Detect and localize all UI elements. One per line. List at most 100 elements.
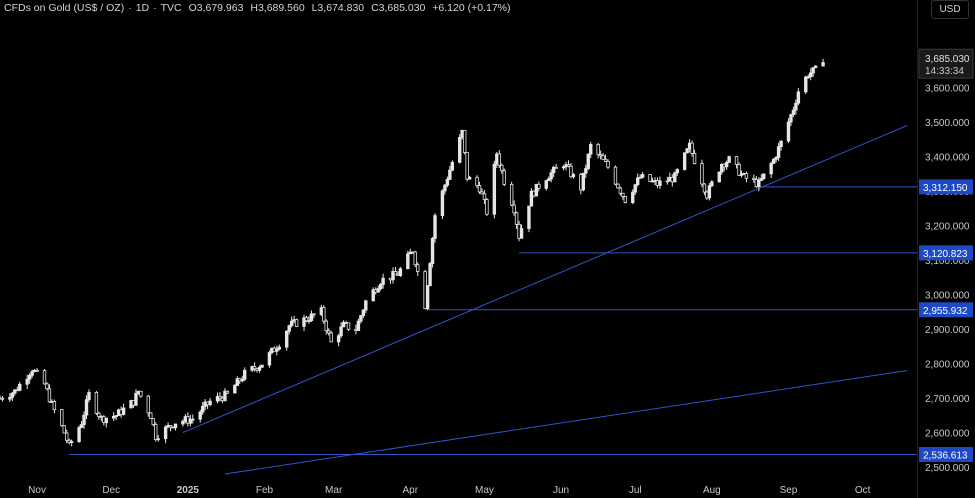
candle-bullish <box>707 185 712 199</box>
candle-bullish <box>69 441 74 444</box>
candle-bullish <box>640 174 645 178</box>
candle-bearish <box>149 412 153 420</box>
candle-bullish <box>277 346 282 350</box>
candle-bullish <box>111 415 116 419</box>
candle-bullish <box>18 383 22 391</box>
candle-bullish <box>534 183 539 197</box>
candle-bullish <box>724 162 729 168</box>
candle-bullish <box>336 335 341 343</box>
candle-bullish <box>235 378 239 386</box>
candle-bullish <box>198 411 202 420</box>
candle-bearish <box>252 366 257 370</box>
close-value: C3,685.030 <box>371 2 426 14</box>
candle-bullish <box>223 390 227 402</box>
candle-bullish <box>27 374 32 380</box>
candle-bearish <box>514 212 519 225</box>
candle-bearish <box>623 196 628 203</box>
candle-bullish <box>82 414 86 426</box>
candle-bullish <box>257 366 262 371</box>
candle-bearish <box>512 204 516 214</box>
currency-button[interactable]: USD <box>931 0 969 19</box>
candle-bearish <box>621 192 625 197</box>
x-tick-label: Nov <box>28 485 46 496</box>
candle-bearish <box>465 152 469 180</box>
candle-bullish <box>762 173 766 179</box>
symbol-name[interactable]: CFDs on Gold (US$ / OZ) <box>4 2 125 14</box>
candle-bearish <box>475 176 479 186</box>
y-tick-label: 2,800.000 <box>925 360 970 371</box>
interval-label[interactable]: 1D <box>135 2 150 14</box>
candle-bearish <box>346 322 351 330</box>
candle-bullish <box>242 369 247 380</box>
candle-bearish <box>482 193 487 200</box>
candle-bearish <box>569 165 573 178</box>
candle-bullish <box>391 271 395 281</box>
candle-bullish <box>260 364 264 368</box>
candle-bullish <box>791 109 796 115</box>
candle-bullish <box>215 395 220 402</box>
trendline <box>182 125 908 434</box>
trendline <box>224 369 908 475</box>
x-tick-label: Dec <box>102 485 120 496</box>
candle-bullish <box>376 288 380 293</box>
candle-bullish <box>307 320 311 323</box>
candle-bearish <box>294 319 299 327</box>
candle-bullish <box>769 162 773 175</box>
candle-bullish <box>547 178 551 182</box>
candle-bullish <box>529 190 534 207</box>
candle-bullish <box>371 289 375 302</box>
candle-bullish <box>682 152 687 170</box>
support-price-label: 2,955.932 <box>923 306 968 317</box>
candle-bullish <box>208 400 212 405</box>
candle-bullish <box>549 172 553 180</box>
candle-bullish <box>685 148 689 154</box>
candle-bullish <box>425 285 430 310</box>
candle-bearish <box>497 153 501 166</box>
candle-bearish <box>734 156 739 165</box>
candle-bearish <box>648 174 652 182</box>
candle-bearish <box>485 199 489 215</box>
support-price-label-bg <box>919 446 973 462</box>
candle-bearish <box>304 317 309 322</box>
x-tick-label: 2025 <box>177 485 200 496</box>
candle-bearish <box>737 164 741 176</box>
candle-bullish <box>361 309 366 317</box>
candle-bearish <box>744 173 749 179</box>
candle-bullish <box>84 399 89 416</box>
candle-bullish <box>771 158 776 164</box>
candle-bearish <box>146 395 151 414</box>
candle-bearish <box>702 183 707 193</box>
candle-bullish <box>378 284 383 290</box>
candle-bearish <box>218 395 222 399</box>
candle-bullish <box>806 76 810 79</box>
candle-bullish <box>638 176 642 179</box>
candle-bullish <box>519 228 524 239</box>
candle-bullish <box>581 172 586 191</box>
candle-bullish <box>240 378 244 382</box>
candle-bullish <box>445 179 450 186</box>
candle-bearish <box>566 164 571 167</box>
y-tick-label: 3,200.000 <box>925 222 970 233</box>
candle-bearish <box>94 392 99 414</box>
candle-bullish <box>233 385 237 394</box>
candle-bullish <box>492 163 497 215</box>
candle-bullish <box>25 378 29 385</box>
candle-bearish <box>537 183 541 189</box>
candle-bullish <box>13 389 17 394</box>
low-value: L3,674.830 <box>311 2 365 14</box>
candle-bullish <box>77 427 81 443</box>
current-price-value: 3,685.030 <box>925 54 970 65</box>
candle-bullish <box>433 215 437 239</box>
candle-bullish <box>589 143 593 155</box>
candle-bearish <box>151 418 155 425</box>
candle-bearish <box>480 191 484 195</box>
candle-bullish <box>450 161 455 171</box>
candle-bearish <box>618 187 623 194</box>
support-price-label-bg <box>919 179 973 195</box>
candle-bearish <box>752 177 756 180</box>
candle-bullish <box>79 424 84 428</box>
candle-bullish <box>104 417 108 424</box>
candle-bullish <box>759 178 763 181</box>
candle-bullish <box>811 67 815 74</box>
